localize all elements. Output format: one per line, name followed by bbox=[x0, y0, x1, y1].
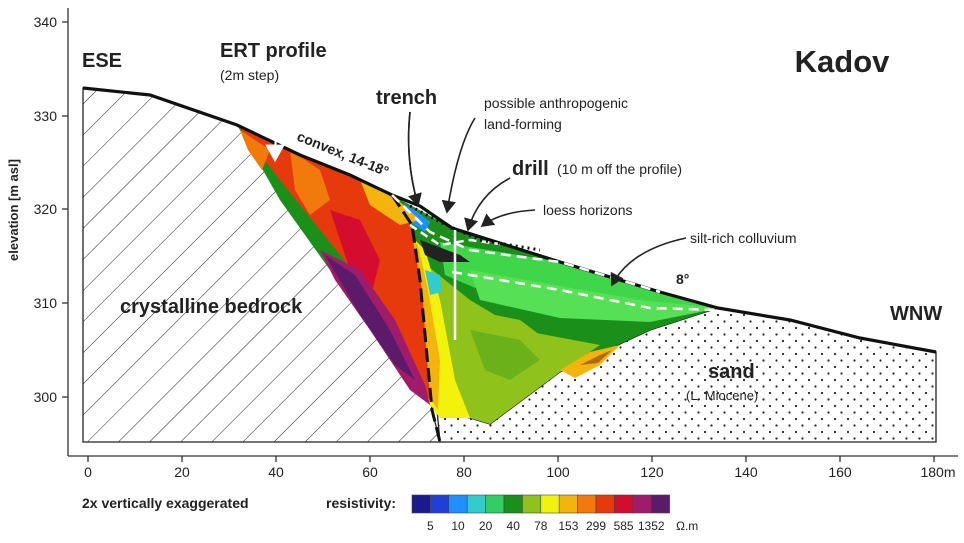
legend-value: 1352 bbox=[638, 519, 665, 533]
drill-arrow bbox=[464, 177, 511, 232]
y-axis-label: elevation [m asl] bbox=[6, 159, 21, 261]
x-tick-40: 40 bbox=[268, 464, 284, 480]
colluvium-boundary-lower bbox=[451, 270, 719, 312]
legend-swatch bbox=[632, 494, 652, 514]
x-tick-180: 180m bbox=[920, 464, 955, 480]
anthropogenic-label-2: land-forming bbox=[484, 116, 562, 132]
trench-arrow-head bbox=[407, 111, 422, 207]
legend-value: 20 bbox=[479, 519, 493, 533]
anthropogenic-label-1: possible anthropogenic bbox=[484, 95, 628, 111]
x-tick-160: 160 bbox=[828, 464, 852, 480]
legend-swatch bbox=[595, 494, 615, 514]
bedrock-label: crystalline bedrock bbox=[120, 296, 303, 318]
legend-value: 5 bbox=[427, 519, 434, 533]
legend-swatch bbox=[503, 494, 523, 514]
x-tick-100: 100 bbox=[546, 464, 570, 480]
exaggeration-note: 2x vertically exaggerated bbox=[82, 495, 249, 511]
x-tick-20: 20 bbox=[174, 464, 190, 480]
loess-boundary bbox=[409, 223, 501, 247]
colluvium-label: silt-rich colluvium bbox=[690, 230, 797, 246]
legend-value: 585 bbox=[614, 519, 634, 533]
legend-swatch bbox=[650, 494, 670, 514]
ground-surface bbox=[82, 86, 937, 354]
sand-label: sand bbox=[708, 361, 755, 383]
legend-swatch bbox=[558, 494, 578, 514]
anthropogenic-arrow bbox=[441, 117, 476, 214]
angle-label: 8° bbox=[676, 271, 689, 287]
legend-swatch bbox=[614, 494, 634, 514]
legend-swatches bbox=[411, 494, 670, 514]
ert-step-label: (2m step) bbox=[220, 67, 279, 83]
legend-swatch bbox=[430, 494, 450, 514]
legend-value: 40 bbox=[507, 519, 521, 533]
legend-swatch bbox=[466, 494, 486, 514]
x-tick-0: 0 bbox=[84, 464, 92, 480]
y-tick-330: 330 bbox=[34, 108, 58, 124]
colluvium-boundary-upper bbox=[391, 194, 661, 294]
loess-label: loess horizons bbox=[543, 202, 633, 218]
trench-label: trench bbox=[376, 87, 437, 109]
ert-profile-label: ERT profile bbox=[220, 40, 327, 62]
legend-swatch bbox=[448, 494, 468, 514]
legend-swatch bbox=[411, 494, 431, 514]
x-axis: 0 20 40 60 80 100 120 140 160 180m bbox=[68, 455, 958, 480]
direction-right: WNW bbox=[890, 303, 942, 325]
fault-line bbox=[390, 194, 442, 443]
anthropogenic-dotted-line bbox=[409, 204, 541, 252]
ert-arrow bbox=[265, 84, 291, 163]
y-tick-310: 310 bbox=[34, 295, 58, 311]
y-axis: 300 310 320 330 340 elevation [m asl] bbox=[6, 8, 69, 456]
sand-age-label: (L. Miocene) bbox=[686, 388, 758, 403]
y-tick-300: 300 bbox=[34, 389, 58, 405]
legend-value: 153 bbox=[558, 519, 578, 533]
legend-unit: Ω.m bbox=[676, 519, 698, 533]
resistivity-legend: resistivity: 5 10 20 40 78 153 299 585 1352 Ω.m bbox=[326, 494, 698, 533]
y-tick-320: 320 bbox=[34, 201, 58, 217]
legend-swatch bbox=[485, 494, 505, 514]
ert-resistivity-section bbox=[237, 125, 720, 424]
direction-left: ESE bbox=[82, 50, 122, 72]
legend-swatch bbox=[540, 494, 560, 514]
colluvium-arrow bbox=[610, 237, 687, 287]
legend-values: 5 10 20 40 78 153 299 585 1352 bbox=[427, 519, 665, 533]
x-tick-80: 80 bbox=[456, 464, 472, 480]
x-tick-60: 60 bbox=[362, 464, 378, 480]
y-tick-340: 340 bbox=[34, 14, 58, 30]
x-tick-140: 140 bbox=[734, 464, 758, 480]
legend-value: 78 bbox=[534, 519, 548, 533]
legend-swatch bbox=[577, 494, 597, 514]
legend-title: resistivity: bbox=[326, 495, 396, 511]
site-title: Kadov bbox=[795, 44, 891, 79]
legend-value: 10 bbox=[451, 519, 465, 533]
drill-note: (10 m off the profile) bbox=[557, 161, 682, 177]
legend-value: 299 bbox=[586, 519, 606, 533]
loess-arrow bbox=[480, 209, 536, 227]
legend-swatch bbox=[522, 494, 542, 514]
x-tick-120: 120 bbox=[640, 464, 664, 480]
drill-label: drill bbox=[512, 158, 549, 180]
